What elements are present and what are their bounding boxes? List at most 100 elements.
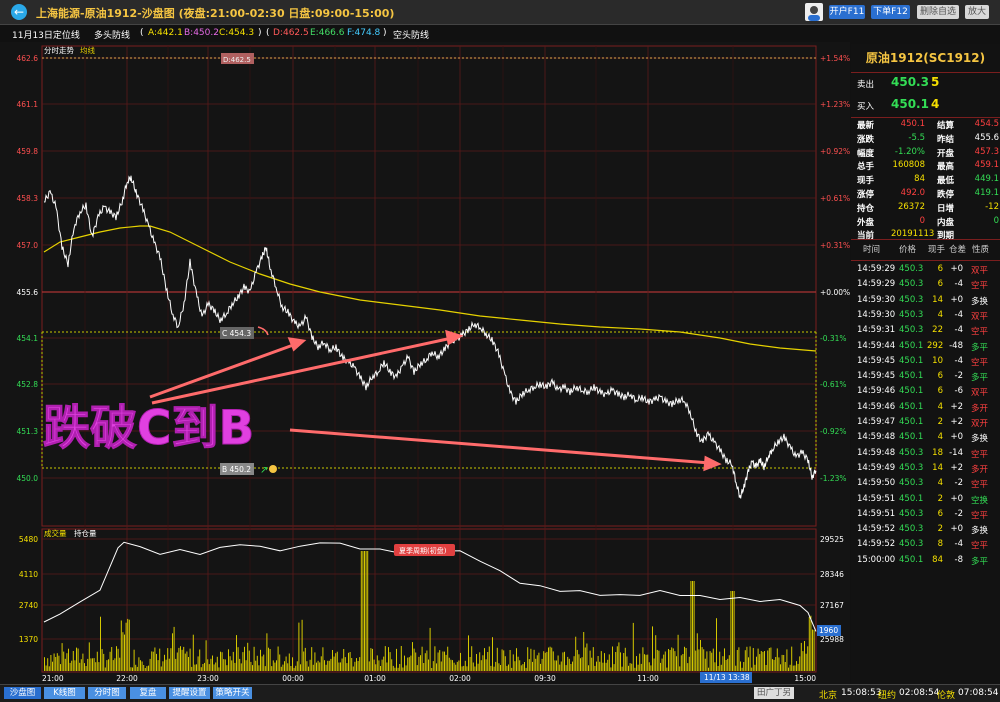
volume-bar: [802, 651, 804, 671]
volume-bar: [741, 667, 743, 671]
volume-bar: [152, 651, 154, 671]
volume-bar: [223, 659, 225, 671]
volume-bar: [740, 661, 741, 671]
volume-bar: [804, 641, 805, 671]
volume-bar: [164, 654, 165, 671]
volume-bar: [714, 662, 716, 671]
price-axis-label: 451.3: [17, 427, 39, 436]
volume-bar: [736, 650, 738, 671]
volume-bar: [136, 666, 138, 671]
volume-bar: [312, 664, 314, 671]
tick-header-price: 价格: [899, 245, 917, 255]
volume-bar: [292, 657, 293, 671]
volume-bar: [784, 662, 786, 671]
delete-favorite-button[interactable]: 删除自选: [917, 5, 959, 19]
tick-row: 14:59:52 450.3 2 +0 多换: [857, 524, 997, 538]
volume-bar: [485, 659, 487, 671]
volume-bar: [402, 667, 404, 671]
tab-alert-settings[interactable]: 提醒设置: [169, 687, 210, 699]
tick-volume: 2: [937, 417, 943, 427]
volume-bar: [392, 665, 394, 671]
line-e-label: E:466.6: [310, 28, 345, 38]
stat-value: 20191113: [891, 229, 935, 240]
volume-bar: [692, 581, 693, 671]
pct-axis-label: +0.31%: [820, 241, 850, 250]
user-avatar-icon: [808, 6, 820, 21]
volume-bar: [700, 640, 701, 671]
volume-bar: [127, 618, 129, 671]
intraday-chart[interactable]: 分时走势 均线 462.6 461.1 459.8 458.3 457.0 455.6 45…: [0, 42, 850, 684]
volume-bar: [399, 664, 401, 671]
stat-label: 日增: [937, 203, 955, 214]
place-order-button[interactable]: 下单F12: [871, 5, 910, 19]
volume-bar: [376, 655, 378, 671]
volume-bar: [228, 649, 229, 671]
tab-replay[interactable]: 复盘: [130, 687, 166, 699]
tick-time: 14:59:47: [857, 417, 896, 427]
stat-value: 26372: [897, 201, 925, 212]
volume-bar: [783, 655, 785, 671]
tick-list[interactable]: 14:59:29 450.3 6 +0 双平 14:59:29 450.3 6 -4 空平 14:5…: [851, 260, 1000, 567]
tick-price: 450.3: [899, 462, 924, 473]
ask-price[interactable]: 450.3: [891, 75, 929, 89]
volume-bar: [277, 646, 279, 671]
zoom-button[interactable]: 放大: [965, 5, 989, 19]
volume-bar: [479, 652, 481, 671]
volume-bar: [624, 647, 626, 671]
tick-row: 14:59:48 450.1 4 +0 多换: [857, 432, 997, 446]
volume-bar: [423, 663, 425, 671]
volume-bar: [55, 657, 57, 671]
volume-bar: [461, 666, 463, 671]
beijing-time: 15:08:53: [841, 688, 882, 698]
volume-bar: [400, 646, 402, 671]
tick-volume: 22: [932, 325, 943, 336]
volume-bar: [103, 653, 105, 671]
tab-sandbox[interactable]: 沙盘图: [4, 687, 41, 699]
volume-bar: [237, 647, 239, 671]
volume-bar: [562, 652, 564, 671]
contract-title: 原油1912(SC1912): [851, 44, 1000, 73]
volume-bar: [248, 650, 250, 671]
volume-bar: [341, 658, 343, 671]
stat-row: 幅度 -1.20% 开盘 457.3: [857, 147, 999, 160]
tick-nature: 多开: [971, 403, 989, 414]
tick-time: 14:59:49: [857, 462, 896, 473]
volume-bar: [428, 659, 429, 671]
tick-nature: 空平: [971, 541, 989, 552]
volume-bar: [712, 648, 714, 671]
volume-bar: [114, 658, 116, 671]
volume-bar: [464, 660, 466, 671]
avatar[interactable]: [805, 3, 823, 21]
volume-bar: [53, 653, 55, 671]
layout-button[interactable]: 田广丁另: [754, 687, 794, 699]
volume-bar: [599, 661, 601, 671]
tick-nature: 空换: [971, 495, 989, 506]
volume-bar: [752, 648, 754, 671]
volume-bar: [194, 664, 196, 671]
volume-bar: [215, 662, 217, 671]
volume-bar: [212, 655, 213, 671]
volume-bar: [600, 651, 602, 671]
volume-bar: [567, 656, 569, 671]
newyork-time: 02:08:54: [899, 688, 940, 698]
bid-price[interactable]: 450.1: [891, 97, 929, 111]
tick-price: 450.1: [899, 401, 924, 412]
volume-bar: [100, 616, 101, 671]
tab-timeshare[interactable]: 分时图: [88, 687, 126, 699]
volume-bar: [290, 666, 292, 671]
tab-kline[interactable]: K线图: [44, 687, 85, 699]
volume-bar: [484, 648, 485, 671]
stat-value: 0: [993, 215, 999, 226]
back-arrow-icon[interactable]: ←: [11, 4, 27, 20]
volume-bar: [69, 662, 71, 671]
tab-strategy-switch[interactable]: 策略开关: [213, 687, 252, 699]
volume-bar: [120, 620, 122, 671]
oi-current-tag: [817, 625, 841, 636]
volume-bar: [405, 665, 407, 671]
tick-time: 14:59:29: [857, 264, 896, 274]
volume-bar: [661, 658, 663, 671]
open-account-button[interactable]: 开户F11: [829, 5, 865, 19]
volume-bar: [343, 649, 345, 671]
volume-bar: [95, 662, 97, 671]
volume-axis-label: 1370: [19, 635, 38, 644]
